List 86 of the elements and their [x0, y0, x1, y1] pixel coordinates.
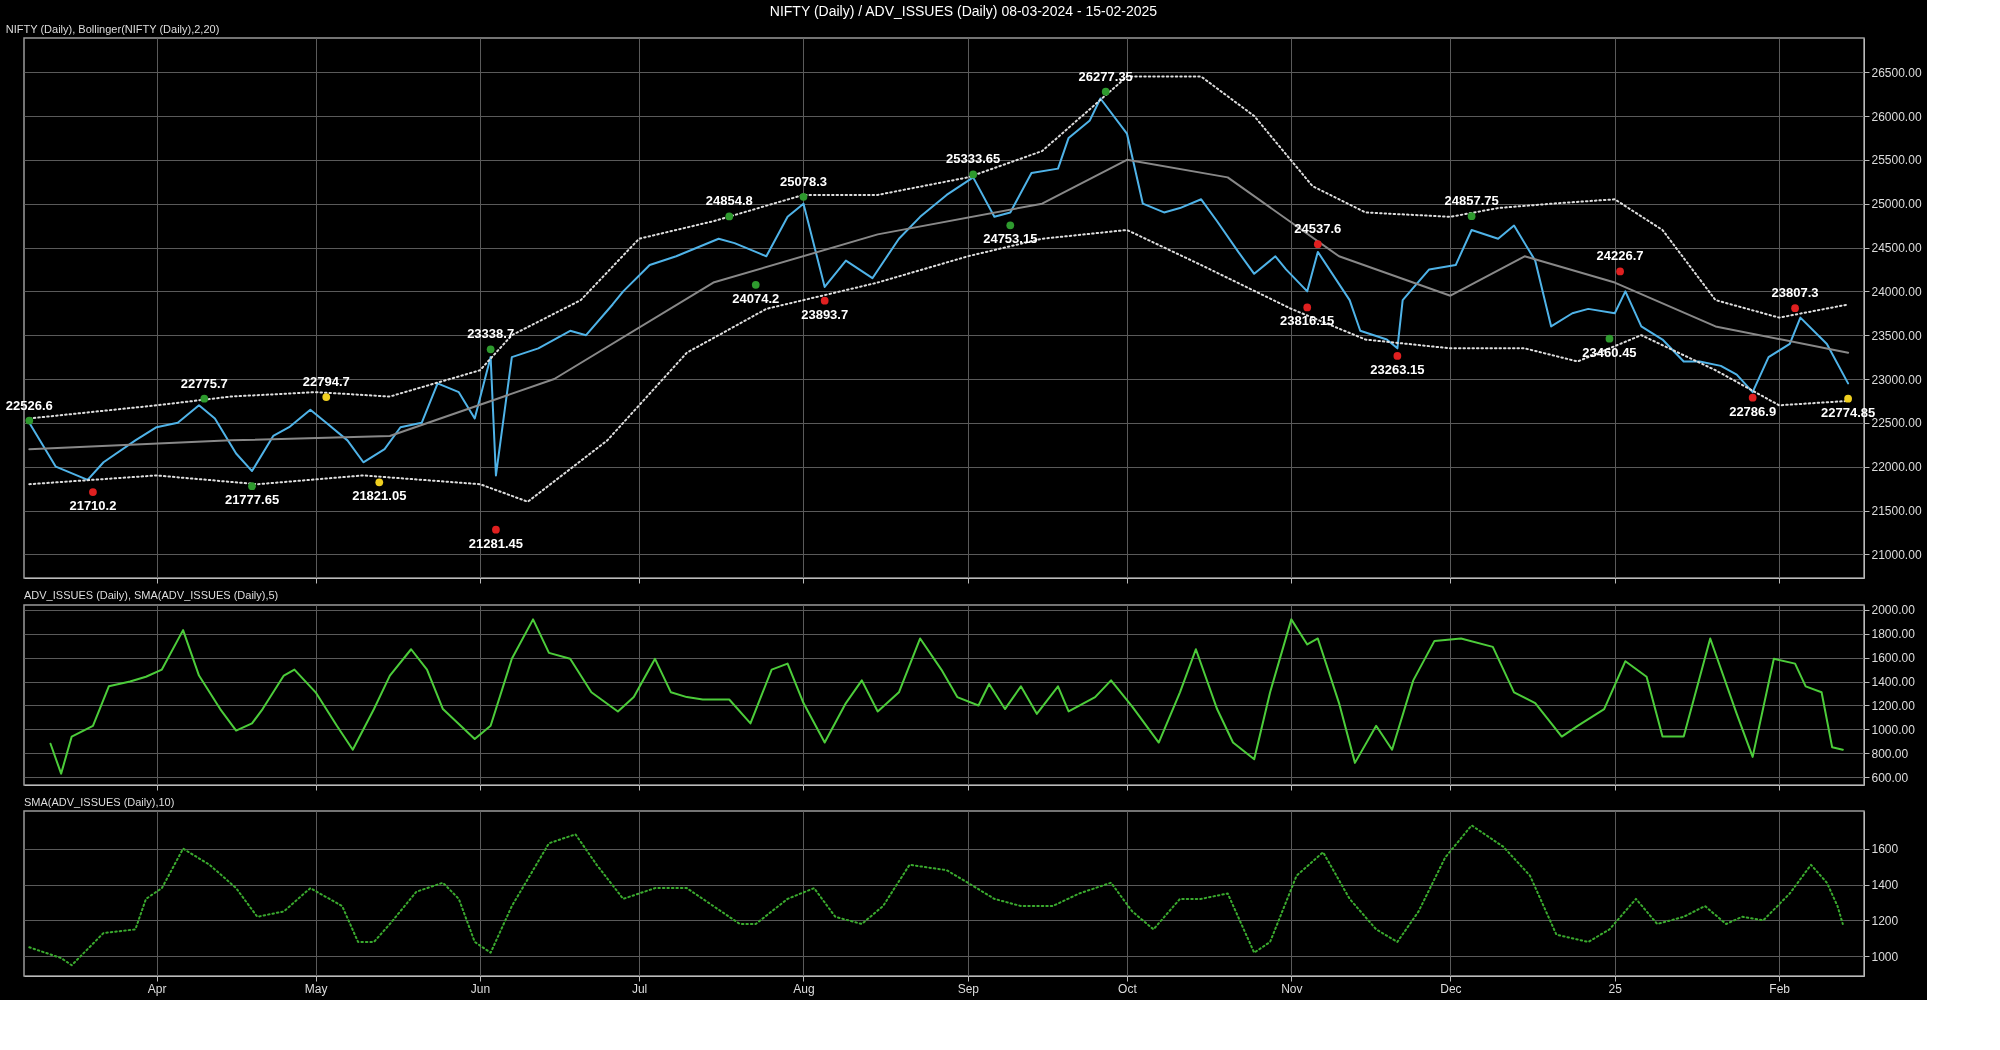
- point: [492, 525, 500, 534]
- data-label: 26277.35: [1078, 68, 1133, 84]
- point: [1313, 240, 1322, 249]
- y-tick-label: 26500.00: [1871, 65, 1922, 80]
- point: [248, 482, 256, 491]
- y-tick-label: 25500.00: [1871, 153, 1922, 168]
- y-tick-label: 1000.00: [1871, 722, 1916, 737]
- point: [969, 170, 978, 179]
- line-series: [28, 824, 1844, 967]
- line-series: [49, 618, 1844, 775]
- point: [1791, 304, 1799, 313]
- x-tick-label: Sep: [957, 981, 980, 996]
- chart-title: SMA(ADV_ISSUES (Daily),10): [24, 796, 175, 808]
- x-tick-label: Nov: [1281, 981, 1303, 996]
- data-label: 25078.3: [779, 173, 827, 189]
- point: [1844, 394, 1852, 403]
- point: [25, 416, 34, 425]
- y-tick-label: 1200: [1871, 913, 1899, 928]
- point: [799, 192, 808, 201]
- y-tick-label: 1600.00: [1871, 651, 1916, 666]
- data-label: 23338.7: [467, 326, 515, 342]
- data-label: 21821.05: [352, 488, 407, 504]
- x-tick-label: Dec: [1440, 981, 1462, 996]
- data-label: 24753.15: [983, 231, 1038, 247]
- y-tick-label: 21000.00: [1871, 547, 1922, 562]
- x-tick-label: Aug: [793, 981, 815, 996]
- y-tick-label: 1200.00: [1871, 698, 1916, 713]
- y-tick-label: 25000.00: [1871, 197, 1922, 212]
- y-tick-label: 1400.00: [1871, 675, 1916, 690]
- y-tick-label: 1000: [1871, 949, 1899, 964]
- point: [375, 478, 384, 487]
- data-label: 21710.2: [69, 498, 117, 514]
- y-tick-label: 800.00: [1871, 746, 1909, 761]
- data-label: 23893.7: [801, 306, 849, 322]
- y-tick-label: 600.00: [1871, 770, 1909, 785]
- x-tick-label: May: [304, 981, 328, 996]
- data-label: 24537.6: [1294, 221, 1342, 237]
- point: [1101, 87, 1110, 96]
- point: [725, 212, 734, 221]
- x-tick-label: Feb: [1769, 981, 1791, 996]
- point: [486, 345, 495, 354]
- data-label: 23807.3: [1771, 285, 1819, 301]
- data-label: 22794.7: [302, 374, 350, 389]
- point: [200, 394, 209, 403]
- data-label: 25333.65: [946, 151, 1001, 167]
- data-label: 23263.15: [1370, 361, 1425, 377]
- y-tick-label: 1400: [1871, 878, 1899, 893]
- y-tick-label: 26000.00: [1871, 109, 1922, 124]
- y-tick-label: 22000.00: [1871, 460, 1922, 475]
- data-label: 21777.65: [224, 492, 280, 508]
- point: [1393, 352, 1402, 360]
- data-label: 24857.75: [1444, 193, 1499, 209]
- point: [322, 393, 331, 401]
- y-tick-label: 21500.00: [1871, 504, 1922, 518]
- chart-subtitle: NIFTY (Daily), Bollinger(NIFTY (Daily),2,20): [5, 23, 220, 35]
- point: [1006, 221, 1015, 230]
- data-label: 21281.45: [468, 535, 524, 551]
- x-tick-label: 25: [1608, 981, 1623, 996]
- point: [1303, 303, 1312, 312]
- y-tick-label: 24500.00: [1871, 241, 1922, 256]
- y-tick-label: 24000.00: [1871, 284, 1922, 299]
- y-tick-label: 23000.00: [1871, 372, 1922, 387]
- point: [751, 280, 760, 289]
- y-tick-label: 23500.00: [1871, 328, 1922, 343]
- data-label: 22786.9: [1729, 403, 1777, 419]
- data-label: 22526.6: [5, 397, 53, 413]
- chart-title: ADV_ISSUES (Daily), SMA(ADV_ISSUES (Daily),5): [24, 588, 279, 601]
- data-label: 22775.7: [180, 375, 228, 391]
- data-label: 24074.2: [732, 290, 780, 306]
- x-tick-label: Oct: [1118, 981, 1138, 996]
- point: [1605, 334, 1614, 343]
- point: [1748, 393, 1757, 402]
- x-tick-label: Jul: [631, 981, 648, 996]
- chart-title: NIFTY (Daily) / ADV_ISSUES (Daily) 08-03-2024 - 15-02-2025: [769, 3, 1158, 20]
- x-tick-label: Apr: [147, 981, 167, 996]
- point: [89, 488, 97, 496]
- y-tick-label: 2000.00: [1871, 603, 1916, 618]
- data-label: 24854.8: [705, 193, 753, 209]
- y-tick-label: 1800.00: [1871, 627, 1916, 642]
- y-tick-label: 1600: [1871, 842, 1899, 857]
- x-tick-label: Jun: [470, 981, 491, 996]
- point: [1616, 267, 1624, 276]
- y-tick-label: 22500.00: [1871, 416, 1922, 431]
- point: [820, 296, 829, 305]
- point: [1467, 212, 1476, 221]
- data-label: 24226.7: [1596, 248, 1644, 264]
